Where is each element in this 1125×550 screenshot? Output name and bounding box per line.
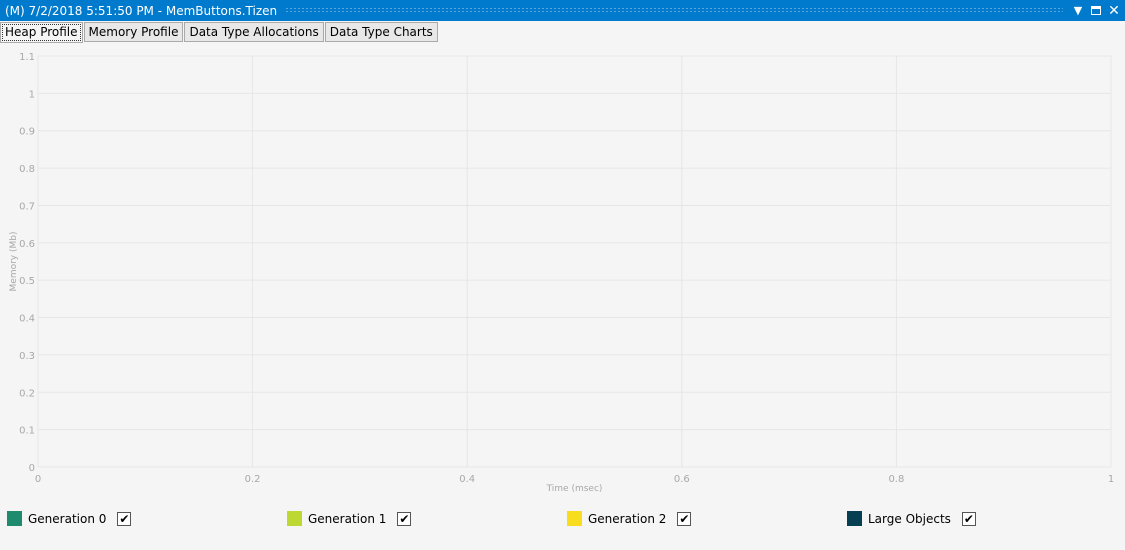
y-tick-label: 1.1 <box>19 52 35 63</box>
tab-heap-profile[interactable]: Heap Profile <box>0 22 83 43</box>
tab-bar: Heap Profile Memory Profile Data Type Al… <box>0 22 439 43</box>
x-tick-label: 0.4 <box>459 474 475 485</box>
legend-large-objects: Large Objects ✔ <box>847 511 976 526</box>
generation-1-checkbox[interactable]: ✔ <box>397 511 412 526</box>
large-objects-checkbox[interactable]: ✔ <box>961 511 976 526</box>
heap-chart: 0 0.1 0.2 0.3 0.4 0.5 0.6 0.7 0.8 0.9 1 1.1 0 0.2 0.4 0… <box>9 52 1114 494</box>
y-tick-label: 0.1 <box>19 426 35 437</box>
close-icon[interactable]: ✕ <box>1108 2 1120 19</box>
tab-memory-profile[interactable]: Memory Profile <box>83 22 184 42</box>
x-tick-label: 0 <box>35 474 41 485</box>
tab-data-type-charts[interactable]: Data Type Charts <box>324 22 438 42</box>
legend-swatch <box>287 511 302 526</box>
y-tick-label: 0.6 <box>19 239 35 250</box>
y-axis-label: Memory (Mb) <box>9 232 19 292</box>
window-title: (M) 7/2/2018 5:51:50 PM - MemButtons.Tiz… <box>5 3 278 18</box>
y-tick-label: 0.2 <box>19 388 35 399</box>
y-tick-label: 0.3 <box>19 351 35 362</box>
generation-2-checkbox[interactable]: ✔ <box>677 511 692 526</box>
legend-generation-1: Generation 1 ✔ <box>287 511 412 526</box>
legend-label: Large Objects <box>868 511 951 526</box>
legend-swatch <box>7 511 22 526</box>
legend-label: Generation 2 <box>588 511 667 526</box>
y-tick-label: 0.4 <box>19 314 35 325</box>
x-tick-label: 0.8 <box>888 474 904 485</box>
legend-generation-0: Generation 0 ✔ <box>7 511 132 526</box>
tab-data-type-allocations[interactable]: Data Type Allocations <box>184 22 324 42</box>
legend-label: Generation 0 <box>28 511 107 526</box>
y-tick-label: 0.7 <box>19 201 35 212</box>
x-tick-label: 1 <box>1108 474 1114 485</box>
legend-swatch <box>567 511 582 526</box>
x-tick-label: 0.6 <box>674 474 690 485</box>
title-bar: (M) 7/2/2018 5:51:50 PM - MemButtons.Tiz… <box>0 0 1125 21</box>
legend-label: Generation 1 <box>308 511 387 526</box>
x-axis-label: Time (msec) <box>546 484 603 494</box>
y-tick-label: 0 <box>29 463 35 474</box>
y-tick-label: 0.9 <box>19 127 35 138</box>
y-tick-label: 0.5 <box>19 276 35 287</box>
dropdown-arrow-icon[interactable]: ▼ <box>1073 4 1083 17</box>
maximize-icon[interactable] <box>1089 4 1103 18</box>
y-tick-label: 1 <box>29 89 35 100</box>
y-tick-label: 0.8 <box>19 164 35 175</box>
legend-generation-2: Generation 2 ✔ <box>567 511 692 526</box>
x-tick-label: 0.2 <box>245 474 261 485</box>
drag-handle[interactable] <box>285 7 1063 14</box>
legend-swatch <box>847 511 862 526</box>
generation-0-checkbox[interactable]: ✔ <box>117 511 132 526</box>
